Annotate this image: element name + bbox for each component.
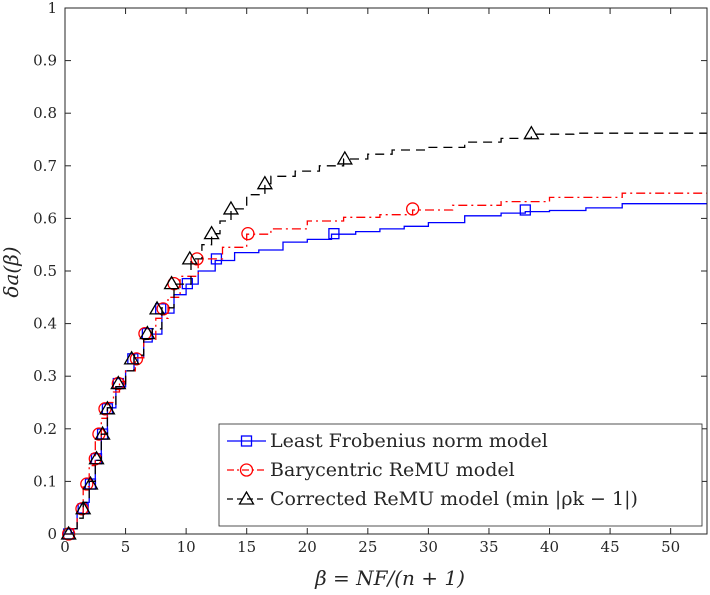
series-3-marker-10 [148,300,166,315]
y-tick-label-11: 1 [47,0,57,17]
x-tick-label-11: 50 [661,538,680,556]
y-tick-label-9: 0.8 [33,104,57,122]
series-3-marker-2 [75,500,92,515]
legend-box [218,423,703,527]
legend-label-3: Corrected ReMU model (min |ρk − 1|) [270,488,638,510]
series-3-marker-11 [163,275,180,290]
x-tick-label-9: 40 [540,538,559,556]
ticks-layer: 0 5 10 15 20 25 30 35 40 45 50 0 0.1 0.2 0.3 0.4 0.5 0.6 0… [33,0,707,556]
y-tick-label-1: 0 [47,525,57,543]
legend-label-2: Barycentric ReMU model [270,459,515,481]
series-3-marker-17 [523,125,540,140]
series-3-line [65,132,707,535]
legend-entry-1: Least Frobenius norm model [227,430,548,452]
legend-marker-2 [239,463,254,477]
legend: Least Frobenius norm model Barycentric Re… [218,423,703,527]
series-1-marker-14 [519,204,531,216]
x-tick-label-5: 20 [298,538,317,556]
series-3-marker-15 [256,175,273,190]
x-tick-label-2: 5 [121,538,131,556]
series-2-marker-13 [241,227,255,241]
y-tick-label-6: 0.5 [33,262,57,280]
legend-items: Least Frobenius norm model Barycentric Re… [227,430,638,510]
y-tick-label-8: 0.7 [33,157,57,175]
x-axis-title: β = NF/(n + 1) [314,566,465,590]
y-tick-label-7: 0.6 [33,209,57,227]
x-tick-label-1: 0 [60,538,70,556]
series-2 [61,192,707,541]
series-3-marker-12 [181,250,198,265]
legend-label-1: Least Frobenius norm model [270,430,548,452]
x-tick-label-4: 15 [237,538,256,556]
x-tick-label-10: 45 [601,538,620,556]
series-3 [60,125,707,540]
y-tick-label-5: 0.4 [33,315,57,333]
series-2-marker-10 [156,302,170,316]
series-3-marker-4 [88,450,105,465]
series-3-marker-7 [110,375,127,390]
series-3-marker-3 [82,475,99,490]
series-3-marker-14 [222,200,240,215]
series-3-marker-6 [99,400,116,415]
series-layer [60,125,707,541]
y-tick-label-4: 0.3 [33,367,57,385]
legend-marker-3 [238,490,255,505]
series-2-line [65,192,707,535]
y-tick-label-2: 0.1 [33,472,57,490]
legend-marker-1 [240,435,253,447]
x-tick-label-7: 30 [419,538,438,556]
series-2-marker-12 [190,252,204,266]
series-3-marker-8 [123,350,140,365]
series-1-marker-13 [328,228,340,240]
series-3-marker-5 [94,425,111,440]
series-3-marker-9 [139,325,156,340]
series-3-marker-16 [336,150,353,165]
series-2-marker-8 [129,352,144,366]
x-tick-label-3: 10 [177,538,196,556]
x-tick-label-8: 35 [479,538,498,556]
series-2-marker-3 [80,477,94,491]
legend-entry-3: Corrected ReMU model (min |ρk − 1|) [227,488,638,510]
series-3-marker-13 [203,225,220,240]
y-tick-label-3: 0.2 [33,420,57,438]
x-tick-label-6: 25 [358,538,377,556]
series-2-marker-14 [405,202,420,216]
legend-entry-2: Barycentric ReMU model [227,459,515,481]
y-tick-label-10: 0.9 [33,52,57,70]
y-axis-title: δa(β) [0,246,23,297]
